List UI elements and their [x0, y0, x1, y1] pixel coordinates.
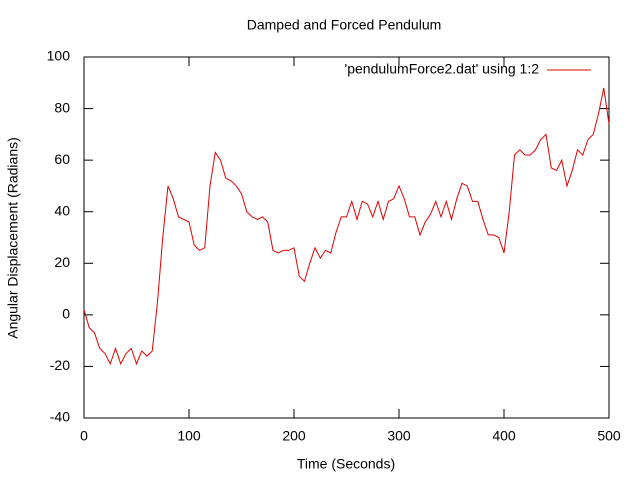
- x-tick-label: 100: [177, 428, 201, 444]
- x-tick-label: 0: [80, 428, 88, 444]
- x-tick-label: 300: [387, 428, 411, 444]
- chart-title: Damped and Forced Pendulum: [247, 17, 442, 33]
- y-tick-label: 60: [54, 151, 70, 167]
- legend-label: 'pendulumForce2.dat' using 1:2: [345, 61, 540, 77]
- y-tick-label: 80: [54, 99, 70, 115]
- y-tick-label: -40: [50, 409, 70, 425]
- y-tick-label: 0: [62, 306, 70, 322]
- y-tick-label: 100: [47, 48, 71, 64]
- x-tick-label: 200: [282, 428, 306, 444]
- y-tick-label: -20: [50, 357, 70, 373]
- x-axis-label: Time (Seconds): [297, 456, 395, 472]
- y-tick-label: 40: [54, 202, 70, 218]
- x-tick-label: 500: [597, 428, 621, 444]
- y-tick-label: 20: [54, 254, 70, 270]
- data-line: [83, 87, 610, 366]
- plot-border: [83, 56, 610, 419]
- y-axis-label: Angular Displacement (Radians): [5, 137, 21, 339]
- x-tick-label: 400: [492, 428, 516, 444]
